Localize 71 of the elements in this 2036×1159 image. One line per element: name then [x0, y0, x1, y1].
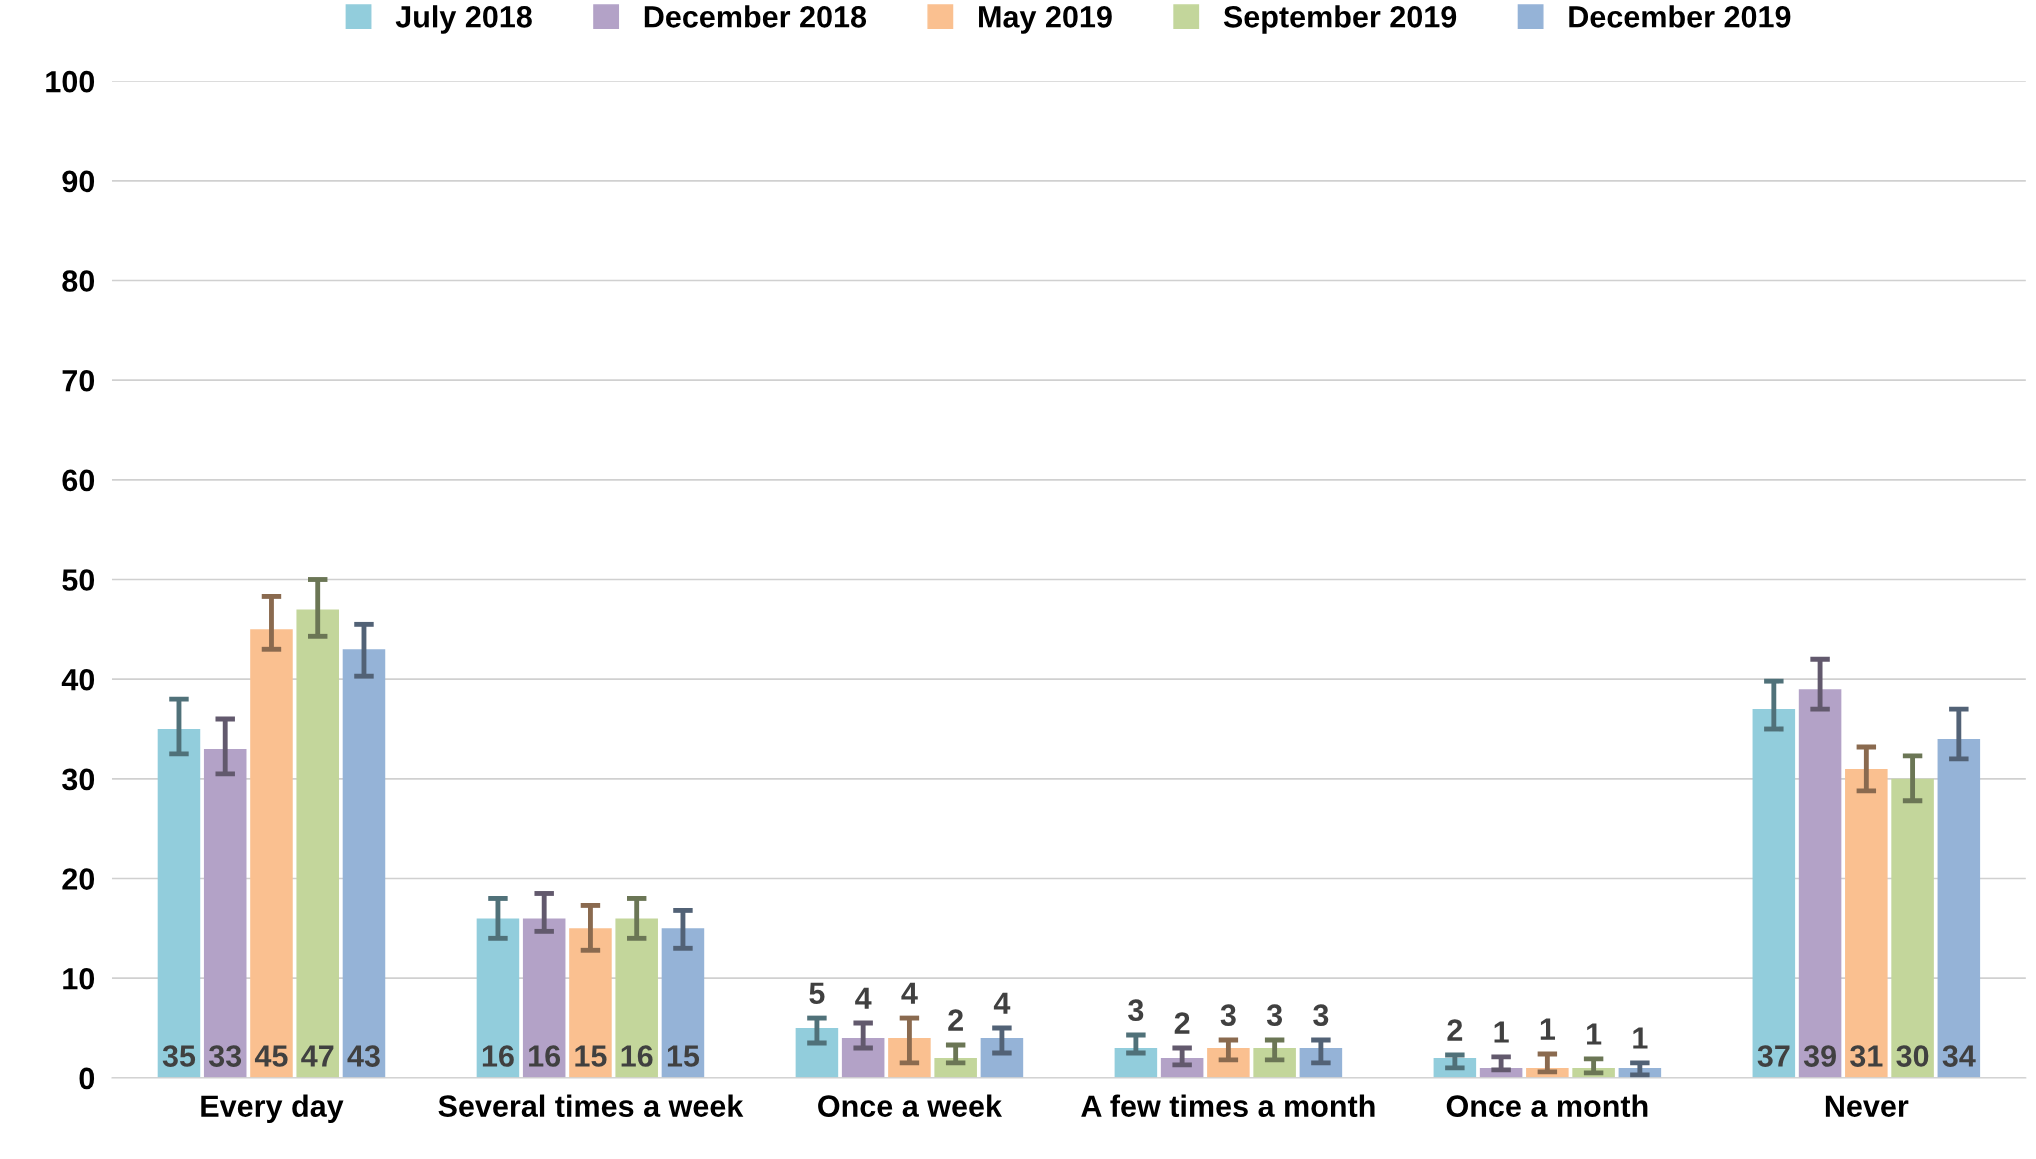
- bar: [661, 928, 705, 1078]
- data-label: 37: [1757, 1045, 1790, 1067]
- bar: [1845, 768, 1888, 1078]
- data-label: 1: [1587, 1023, 1602, 1045]
- data-label: 30: [1896, 1045, 1929, 1067]
- data-label: 1: [1540, 1018, 1556, 1040]
- x-tick-label: Never: [1825, 1095, 1909, 1117]
- bar: [1752, 709, 1796, 1078]
- data-label: 3: [1313, 1004, 1329, 1027]
- y-tick-label: 0: [79, 1067, 95, 1090]
- data-label: 5: [809, 982, 825, 1005]
- y-tick-label: 90: [62, 170, 95, 193]
- data-label: 2: [1174, 1012, 1190, 1034]
- bar: [569, 928, 612, 1078]
- data-label: 16: [621, 1045, 653, 1067]
- y-tick-label: 100: [46, 70, 95, 93]
- data-label: 16: [482, 1045, 514, 1067]
- bar: [203, 748, 247, 1078]
- bar: [615, 918, 658, 1078]
- data-label: 34: [1942, 1045, 1976, 1067]
- bar: [980, 1038, 1024, 1078]
- data-label: 4: [993, 992, 1011, 1014]
- bar: [296, 609, 339, 1078]
- data-label: 33: [208, 1045, 242, 1067]
- data-label: 45: [254, 1045, 288, 1067]
- data-label: 3: [1220, 1004, 1236, 1027]
- y-tick-label: 60: [62, 469, 95, 492]
- legend-label: December 2018: [644, 5, 867, 28]
- data-label: 2: [1447, 1019, 1463, 1041]
- data-label: 4: [855, 987, 872, 1009]
- x-tick-label: Several times a week: [438, 1094, 744, 1117]
- bar: [522, 918, 566, 1078]
- data-label: 35: [162, 1045, 196, 1067]
- data-label: 43: [347, 1045, 380, 1067]
- bar: [841, 1038, 885, 1078]
- bar: [1891, 778, 1934, 1078]
- y-tick-label: 20: [62, 868, 95, 890]
- data-label: 39: [1803, 1045, 1836, 1067]
- data-label: 15: [575, 1045, 607, 1067]
- bar: [1114, 1047, 1158, 1078]
- data-label: 3: [1128, 999, 1144, 1022]
- data-label: 47: [301, 1045, 334, 1067]
- bar: [250, 629, 293, 1078]
- data-label: 16: [529, 1045, 561, 1067]
- data-label: 4: [901, 982, 918, 1004]
- bar: [1937, 738, 1981, 1078]
- x-tick-label: Every day: [201, 1094, 344, 1124]
- data-label: 31: [1850, 1045, 1883, 1067]
- data-label: 15: [667, 1045, 700, 1067]
- legend-label: December 2019: [1569, 5, 1791, 28]
- bar: [795, 1028, 839, 1078]
- bar: [157, 729, 201, 1078]
- data-label: 2: [948, 1009, 963, 1031]
- legend-label: July 2018: [395, 5, 532, 34]
- y-tick-label: 30: [62, 768, 95, 791]
- x-tick-label: Once a month: [1446, 1094, 1648, 1117]
- bar: [476, 918, 520, 1078]
- x-tick-label: A few times a month: [1081, 1094, 1375, 1117]
- y-tick-label: 80: [62, 270, 95, 292]
- x-tick-label: Once a week: [818, 1094, 1003, 1117]
- y-tick-label: 10: [63, 967, 95, 990]
- legend-label: May 2019: [979, 6, 1112, 34]
- data-label: 3: [1266, 1004, 1283, 1027]
- data-label: 1: [1494, 1021, 1509, 1043]
- bar: [1798, 689, 1842, 1078]
- y-tick-label: 70: [62, 369, 95, 392]
- bar: [342, 649, 386, 1078]
- legend-label: September 2019: [1223, 5, 1457, 34]
- data-label: 1: [1633, 1027, 1648, 1049]
- y-tick-label: 50: [62, 569, 95, 591]
- y-tick-label: 40: [61, 668, 95, 691]
